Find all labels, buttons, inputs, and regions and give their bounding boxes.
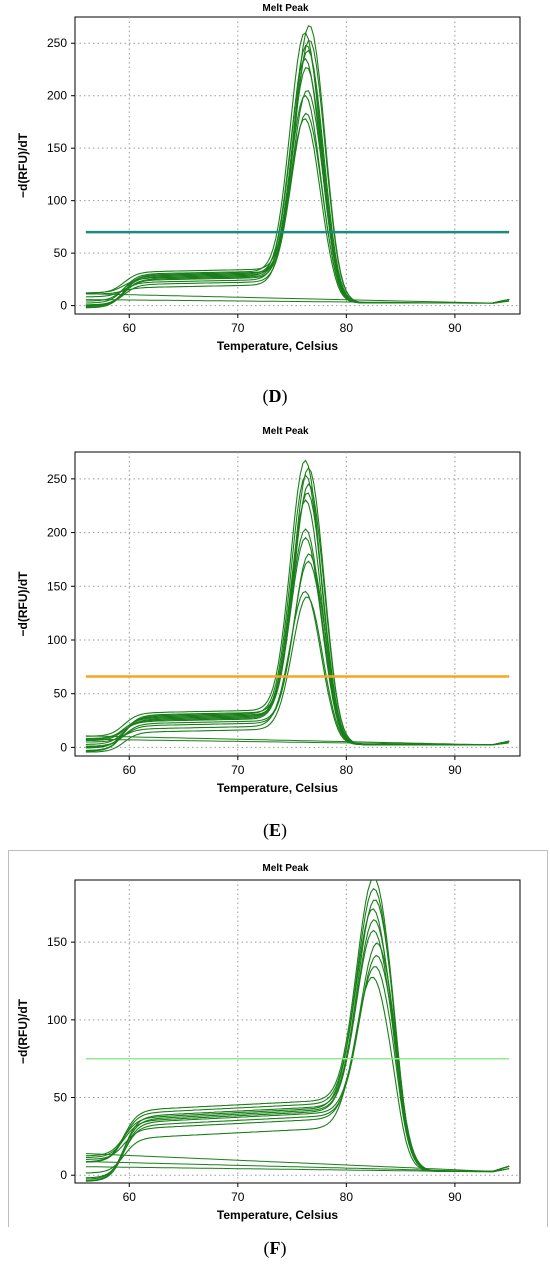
- y-tick-label: 200: [47, 89, 67, 103]
- baseline-curve: [85, 1161, 510, 1173]
- x-tick-label: 90: [448, 763, 462, 777]
- baseline-curve: [85, 293, 510, 304]
- panel-label-d-letter: D: [268, 386, 282, 406]
- x-tick-label: 80: [340, 321, 354, 335]
- y-tick-label: 150: [47, 141, 67, 155]
- baseline-curve: [85, 1153, 510, 1172]
- x-axis-label: Temperature, Celsius: [217, 339, 338, 353]
- plot-area: [74, 16, 521, 315]
- chart-title: Melt Peak: [262, 426, 309, 437]
- chart-title: Melt Peak: [262, 3, 309, 14]
- y-tick-label: 200: [47, 526, 67, 540]
- plot-area: [74, 451, 521, 757]
- baseline-curve: [85, 738, 510, 746]
- panel-label-e: (E): [262, 820, 287, 840]
- y-tick-label: 0: [60, 299, 67, 313]
- chart-title: Melt Peak: [262, 863, 309, 874]
- y-tick-label: 250: [47, 36, 67, 50]
- baseline-curve: [85, 299, 510, 304]
- x-tick-label: 90: [448, 321, 462, 335]
- x-tick-label: 60: [123, 763, 137, 777]
- y-tick-label: 0: [60, 1168, 67, 1182]
- chart-panel-d: 60 70 80 90 0 50 100 150 200 250 Melt Peak Temperat…: [16, 3, 521, 353]
- x-tick-label: 70: [231, 1190, 245, 1204]
- x-tick-label: 80: [340, 1190, 354, 1204]
- y-tick-label: 250: [47, 472, 67, 486]
- panel-label-f-letter: F: [269, 1238, 281, 1258]
- y-tick-label: 50: [54, 246, 68, 260]
- y-tick-label: 100: [47, 633, 67, 647]
- y-tick-label: 100: [47, 194, 67, 208]
- plot-area: [74, 879, 521, 1184]
- panel-label-d: (D): [262, 386, 288, 406]
- y-tick-label: 100: [47, 1013, 67, 1027]
- panel-label-f: (F): [263, 1238, 287, 1258]
- y-axis-label: −d(RFU)/dT: [16, 571, 30, 637]
- x-tick-label: 70: [231, 763, 245, 777]
- y-tick-label: 150: [47, 579, 67, 593]
- baseline-curve: [85, 735, 510, 746]
- y-axis-label: −d(RFU)/dT: [16, 132, 30, 198]
- y-tick-label: 50: [54, 687, 68, 701]
- x-tick-label: 70: [231, 321, 245, 335]
- chart-panel-f: 60 70 80 90 0 50 100 150 Melt Peak Temperature, C…: [16, 863, 521, 1222]
- baseline-curve: [85, 1166, 510, 1173]
- y-tick-label: 50: [54, 1091, 68, 1105]
- x-axis-label: Temperature, Celsius: [217, 1208, 338, 1222]
- panel-f-frame: [8, 850, 548, 1227]
- x-tick-label: 90: [448, 1190, 462, 1204]
- y-axis-label: −d(RFU)/dT: [16, 998, 30, 1064]
- chart-panel-e: 60 70 80 90 0 50 100 150 200 250 Melt Peak Temperat…: [16, 426, 521, 795]
- x-axis-label: Temperature, Celsius: [217, 781, 338, 795]
- panel-label-e-letter: E: [268, 820, 281, 840]
- x-tick-label: 60: [123, 1190, 137, 1204]
- x-tick-label: 60: [123, 321, 137, 335]
- y-tick-label: 0: [60, 740, 67, 754]
- x-tick-label: 80: [340, 763, 354, 777]
- y-tick-label: 150: [47, 935, 67, 949]
